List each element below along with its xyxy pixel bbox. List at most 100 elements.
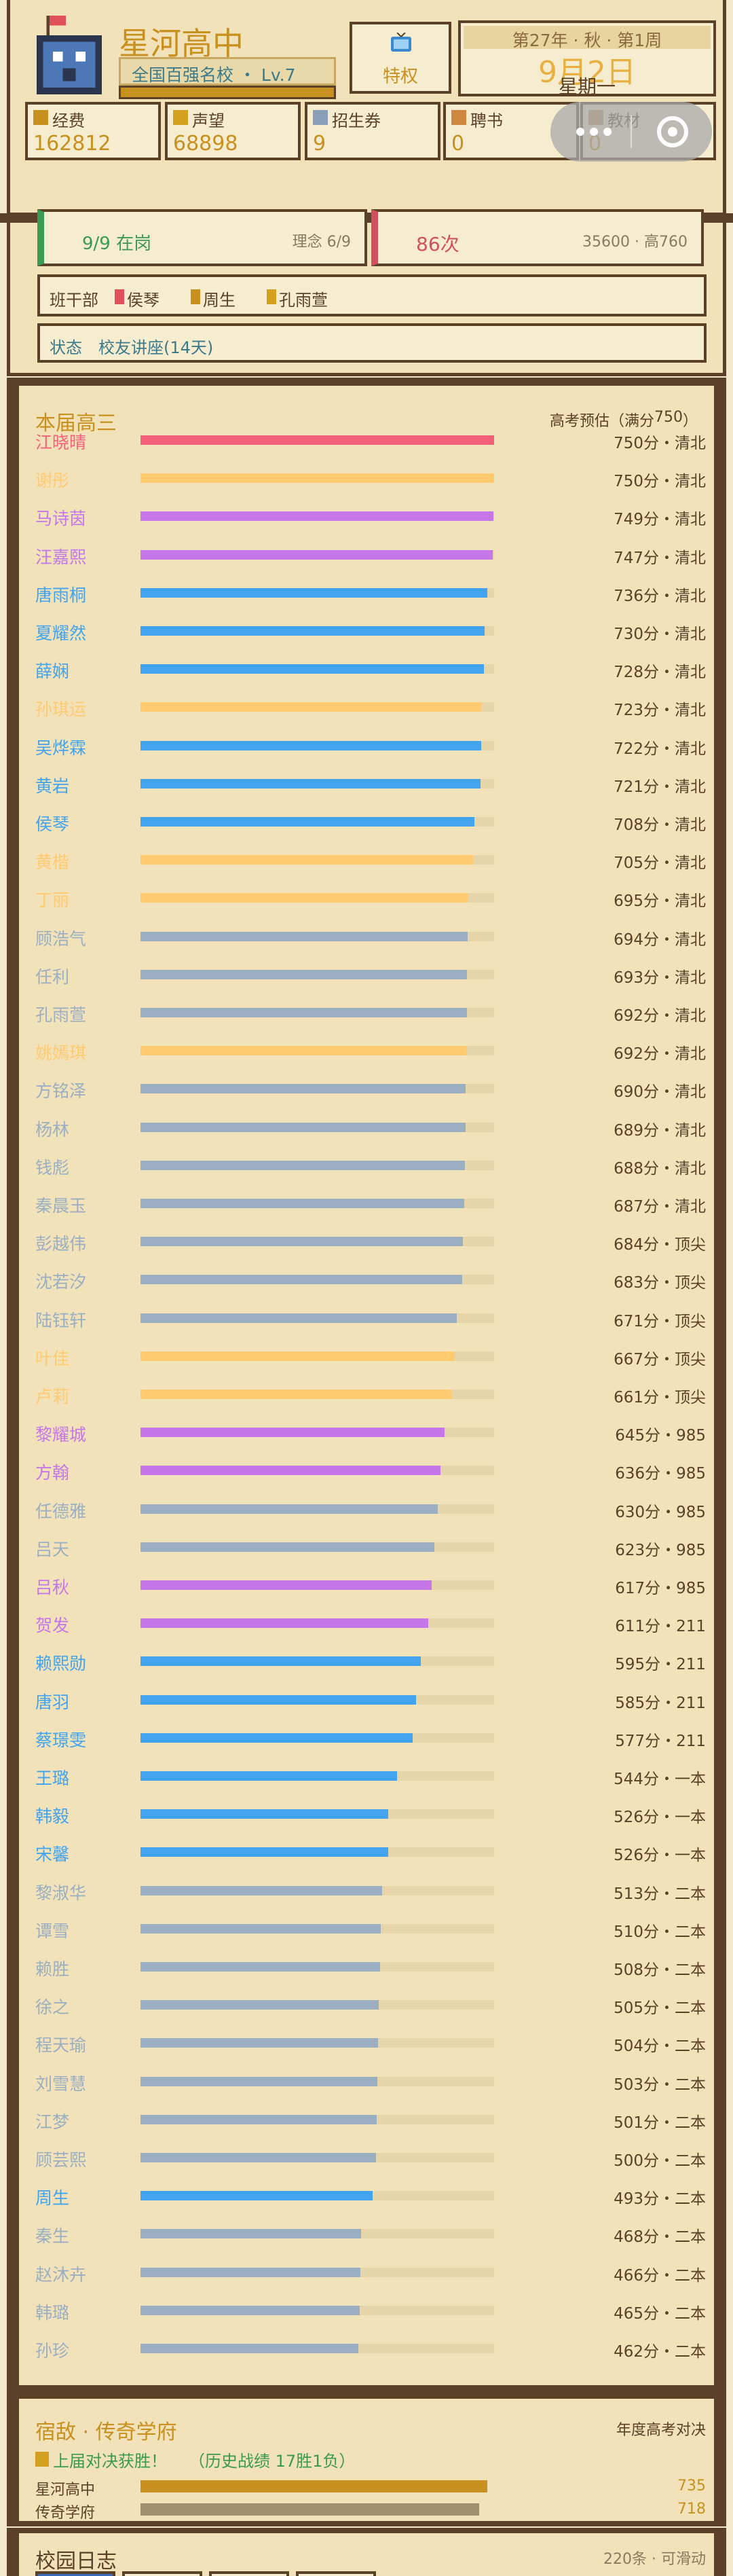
score-label: 690分・清北 — [614, 1083, 706, 1102]
log-tab[interactable]: 喜报 — [296, 2571, 376, 2576]
rival-result: 上届对决获胜！ — [53, 2452, 167, 2471]
stat-value: 9 — [313, 132, 326, 156]
score-label: 544分・一本 — [614, 1771, 706, 1788]
score-label: 694分・清北 — [614, 930, 706, 949]
student-name: 刘雪慧 — [35, 2073, 87, 2094]
rival-name: 星河高中 — [35, 2482, 96, 2499]
score-label: 736分・清北 — [614, 587, 706, 605]
student-name: 谭雪 — [35, 1921, 70, 1941]
forecast-part: 750 — [654, 409, 683, 426]
cadre-label: 班干部 — [50, 291, 98, 310]
score-label: 667分・顶尖 — [614, 1350, 706, 1368]
cadre-member: 孔雨萱 — [279, 291, 328, 310]
score-label: 505分・二本 — [614, 1999, 706, 2018]
rival-title: 宿敌 · 传奇学府 — [35, 2420, 177, 2444]
mini-program-capsule[interactable] — [550, 102, 712, 162]
log-tab[interactable]: 考试 — [122, 2571, 202, 2576]
score-label: 510分・二本 — [614, 1923, 706, 1941]
student-name: 杨林 — [35, 1119, 70, 1140]
stat-label: 聘书 — [470, 111, 503, 130]
student-name: 蔡璟雯 — [35, 1730, 87, 1750]
cadre-member: 侯琴 — [127, 291, 159, 310]
date-line: 第27年 · 秋 · 第1周 — [512, 31, 662, 50]
stat-card: 经费 162812 — [25, 102, 161, 160]
student-name: 贺发 — [35, 1616, 70, 1636]
school-name: 星河高中 — [119, 25, 244, 62]
student-name: 汪嘉熙 — [35, 547, 87, 567]
student-name: 彭越伟 — [35, 1234, 87, 1254]
budget: 35600 · 高760 — [582, 234, 688, 251]
rival-subtitle: 年度高考对决 — [616, 2422, 706, 2439]
score-bar — [140, 1008, 467, 1017]
score-bar — [140, 817, 474, 827]
score-label: 645分・985 — [615, 1427, 706, 1445]
score-bar — [140, 1046, 467, 1056]
score-bar — [140, 1733, 413, 1743]
date: 9月2日 — [538, 55, 636, 90]
score-bar — [140, 626, 485, 636]
student-name: 黎淑华 — [35, 1883, 87, 1903]
score-bar — [140, 1313, 457, 1323]
student-name: 薛娴 — [35, 661, 70, 682]
privilege-button[interactable]: 特权 — [350, 22, 451, 94]
log-tab[interactable]: 事件 — [209, 2571, 289, 2576]
student-name: 马诗茵 — [35, 509, 87, 529]
score-label: 688分・清北 — [614, 1159, 706, 1178]
student-name: 黎耀城 — [35, 1425, 87, 1445]
student-name: 江梦 — [35, 2111, 70, 2132]
score-label: 728分・清北 — [614, 664, 706, 682]
score-bar — [140, 1084, 466, 1094]
score-label: 585分・211 — [615, 1694, 706, 1712]
student-name: 钱彪 — [35, 1157, 70, 1178]
header-panel: 星河高中 全国百强名校 ・ Lv.7 特权 第27年 · 秋 · 第1周 9月2日 星期一… — [7, 0, 726, 216]
score-label: 526分・一本 — [614, 1809, 706, 1827]
student-name: 赖熙勋 — [35, 1654, 87, 1674]
rank-label: 全国百强名校 ・ Lv.7 — [132, 65, 296, 85]
score-bar — [140, 1694, 417, 1705]
stat-card: 招生券 9 — [305, 102, 440, 160]
score-bar — [140, 1390, 453, 1399]
score-bar — [140, 435, 494, 445]
score-label: 661分・顶尖 — [614, 1389, 706, 1407]
score-label: 577分・211 — [615, 1732, 706, 1750]
student-name: 黄岩 — [35, 776, 70, 796]
stat-icon — [173, 110, 188, 125]
student-name: 谢彤 — [35, 471, 70, 491]
stat-icon — [33, 110, 48, 125]
score-bar — [140, 1618, 429, 1629]
student-name: 唐雨桐 — [35, 585, 87, 605]
cadre-icon — [191, 289, 200, 304]
score-bar — [140, 855, 473, 865]
stat-label: 经费 — [52, 111, 85, 130]
student-name: 任利 — [35, 966, 70, 987]
score-bar — [140, 1885, 383, 1895]
student-name: 任德雅 — [35, 1501, 87, 1521]
score-bar — [140, 1542, 434, 1552]
score-label: 468分・二本 — [614, 2228, 706, 2247]
score-bar — [140, 664, 484, 674]
student-name: 夏耀然 — [35, 623, 87, 643]
student-name: 王璐 — [35, 1768, 70, 1788]
score-label: 750分・清北 — [614, 435, 706, 452]
rival-score: 718 — [677, 2501, 706, 2518]
log-tab[interactable]: 全部 — [35, 2571, 115, 2576]
score-bar — [140, 740, 481, 750]
student-name: 徐之 — [35, 1997, 70, 2018]
score-bar — [140, 2267, 360, 2277]
score-bar — [140, 1275, 463, 1285]
stat-card: 声望 68898 — [165, 102, 301, 160]
score-bar — [140, 473, 494, 484]
rival-bar — [140, 2503, 479, 2516]
score-bar — [140, 1466, 440, 1476]
score-bar — [140, 1847, 389, 1857]
score-bar — [140, 549, 493, 560]
score-label: 526分・一本 — [614, 1847, 706, 1865]
student-name: 方铭泽 — [35, 1081, 87, 1102]
score-bar — [140, 511, 494, 522]
roster-panel: 本届高三 高考预估（满分 750）江晓晴 750分・清北 谢彤 750分・清北 马诗茵 749… — [7, 378, 726, 2391]
student-name: 周生 — [35, 2188, 70, 2209]
score-label: 687分・清北 — [614, 1198, 706, 1216]
score-label: 722分・清北 — [614, 740, 706, 758]
forecast-label: 高考预估（满分 750） — [550, 409, 698, 431]
